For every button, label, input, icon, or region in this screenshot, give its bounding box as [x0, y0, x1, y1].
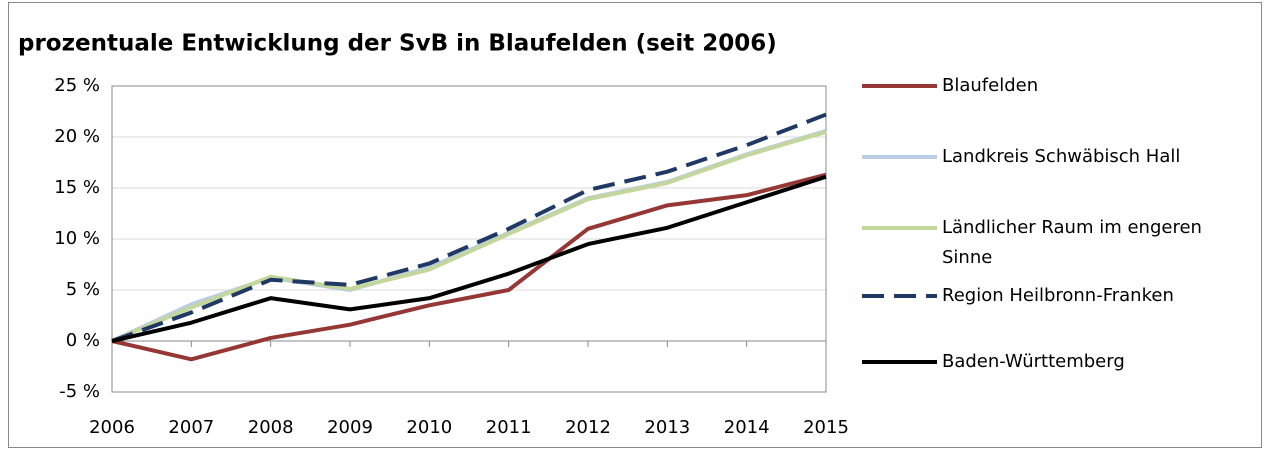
- legend-label: Blaufelden: [942, 75, 1039, 96]
- x-tick-label: 2010: [406, 417, 452, 438]
- x-tick-label: 2009: [327, 417, 373, 438]
- x-tick-label: 2011: [486, 417, 532, 438]
- plot-frame: [111, 85, 827, 393]
- y-tick-label: 0 %: [66, 330, 100, 351]
- x-tick-label: 2007: [168, 417, 214, 438]
- series-line: [111, 174, 827, 343]
- chart-frame: [8, 2, 1262, 448]
- x-tick-label: 2012: [565, 417, 611, 438]
- legend-label: Baden-Württemberg: [942, 351, 1125, 372]
- x-tick-label: 2014: [724, 417, 770, 438]
- y-tick-label: 5 %: [66, 279, 100, 300]
- series-line: [111, 112, 827, 343]
- x-tick-label: 2015: [803, 417, 849, 438]
- x-tick-label: 2013: [644, 417, 690, 438]
- y-tick-label: 15 %: [54, 177, 100, 198]
- chart-title: prozentuale Entwicklung der SvB in Blauf…: [18, 31, 777, 57]
- y-tick-label: 20 %: [54, 126, 100, 147]
- legend-label: Region Heilbronn-Franken: [942, 285, 1174, 306]
- series-line: [111, 129, 827, 343]
- y-tick-label: 10 %: [54, 228, 100, 249]
- series-line: [111, 172, 827, 362]
- x-tick-label: 2008: [248, 417, 294, 438]
- legend-label: Landkreis Schwäbisch Hall: [942, 146, 1181, 167]
- legend-label: Ländlicher Raum im engeren Sinne: [942, 217, 1202, 268]
- x-tick-label: 2006: [89, 417, 135, 438]
- y-tick-label: 25 %: [54, 75, 100, 96]
- y-tick-label: -5 %: [59, 381, 100, 402]
